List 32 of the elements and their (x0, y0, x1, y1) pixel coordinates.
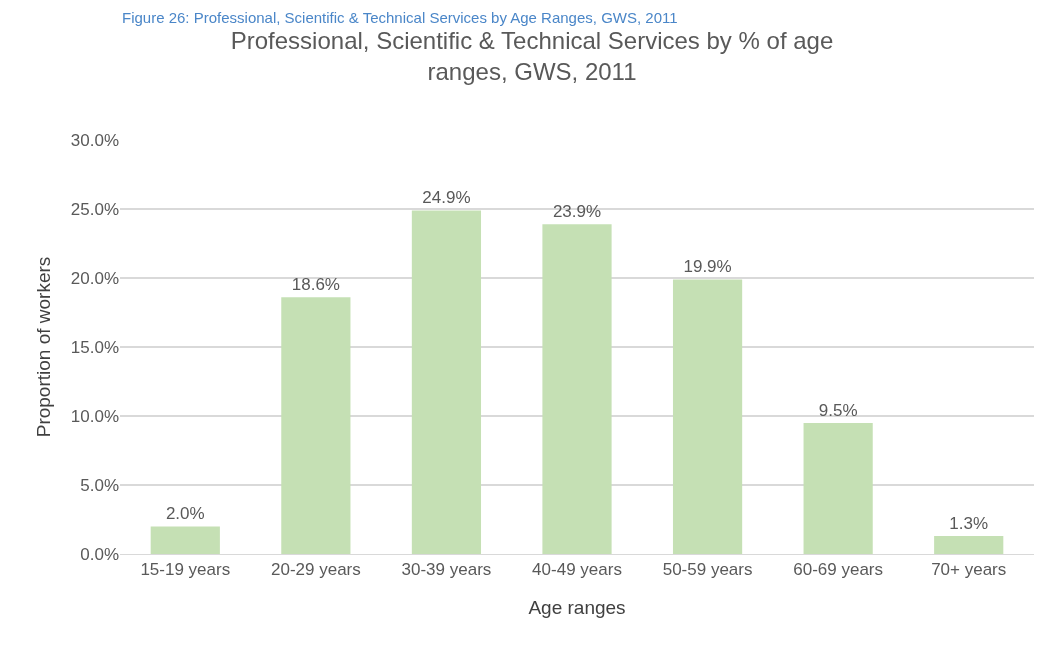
bar (281, 297, 351, 554)
bar (150, 526, 220, 554)
x-tick-label: 70+ years (931, 560, 1007, 580)
chart-title: Professional, Scientific & Technical Services by % of age ranges, GWS, 2011 (230, 26, 834, 85)
x-tick-label: 50-59 years (662, 560, 753, 580)
x-tick-label: 40-49 years (532, 560, 622, 580)
data-label: 18.6% (291, 275, 340, 295)
caption: Figure 26: Professional, Scientific & Technical Services by Age Ranges, GWS, 2011 (122, 9, 678, 26)
y-tick-label: 15.0% (70, 337, 119, 357)
y-tick-label: 5.0% (80, 475, 119, 495)
x-tick-label: 30-39 years (401, 560, 492, 580)
data-label: 1.3% (949, 514, 989, 534)
bar (803, 422, 873, 554)
data-label: 24.9% (422, 188, 471, 208)
x-tick-label: 20-29 years (270, 560, 361, 580)
y-tick-label: 20.0% (70, 268, 119, 288)
data-label: 19.9% (683, 257, 732, 277)
x-tick-label: 15-19 years (140, 560, 231, 580)
y-tick-label: 0.0% (80, 544, 119, 564)
x-axis-title: Age ranges (528, 597, 626, 619)
x-tick-label: 60-69 years (793, 560, 884, 580)
data-label: 23.9% (552, 202, 602, 222)
bar (934, 536, 1004, 554)
y-tick-label: 30.0% (70, 130, 119, 150)
y-axis-title: Proportion of workers (32, 256, 54, 438)
bar (411, 210, 482, 554)
data-label: 2.0% (165, 504, 205, 524)
data-label: 9.5% (818, 400, 858, 420)
y-tick-label: 10.0% (70, 406, 119, 426)
bar (542, 224, 612, 554)
bar (672, 279, 743, 554)
y-tick-label: 25.0% (70, 199, 119, 219)
